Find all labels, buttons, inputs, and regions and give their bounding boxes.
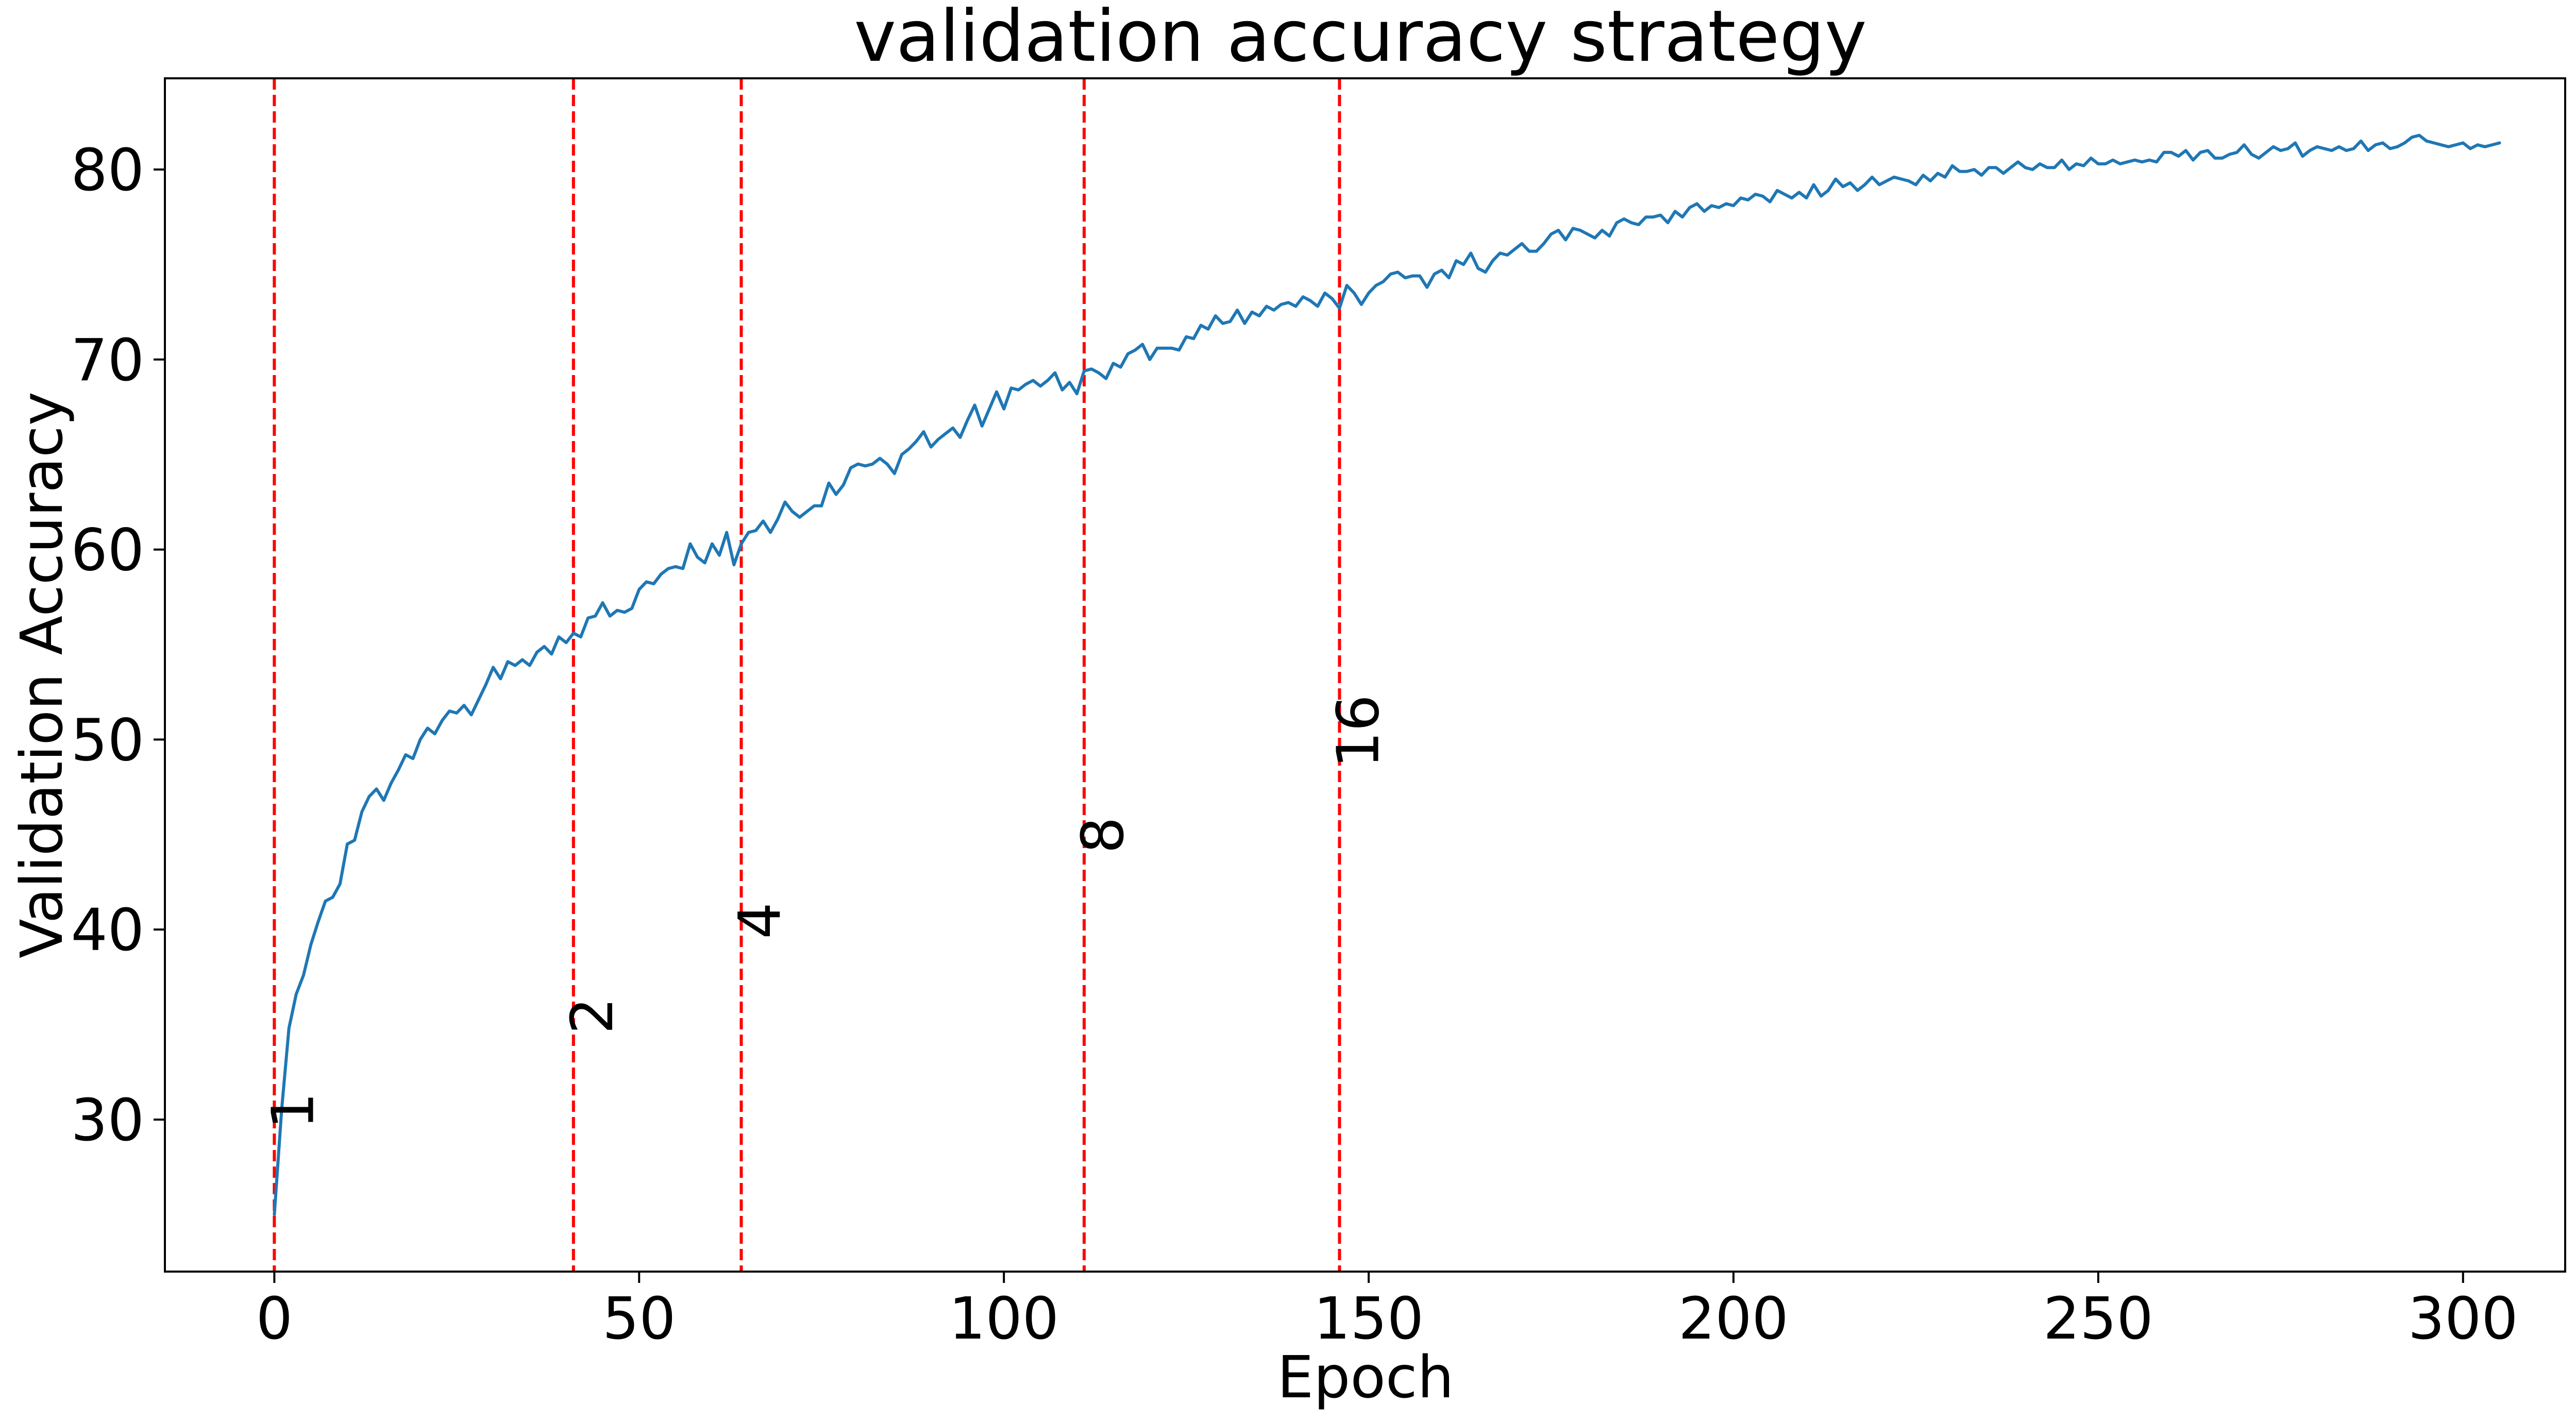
x-tick-label: 300 <box>2408 1285 2518 1352</box>
marker-label-16: 16 <box>1325 695 1392 768</box>
x-tick-label: 50 <box>602 1285 676 1352</box>
y-tick-label: 40 <box>71 897 144 964</box>
y-tick-label: 60 <box>71 517 144 584</box>
x-tick-label: 150 <box>1314 1285 1424 1352</box>
marker-label-2: 2 <box>559 997 626 1034</box>
y-tick-label: 70 <box>71 327 144 394</box>
y-tick-label: 50 <box>71 707 144 774</box>
marker-label-4: 4 <box>727 902 794 939</box>
x-axis-label: Epoch <box>1277 1344 1454 1411</box>
series-line <box>273 133 2501 1216</box>
y-tick-label: 80 <box>71 137 144 204</box>
x-tick-label: 250 <box>2043 1285 2153 1352</box>
y-tick-label: 30 <box>71 1087 144 1154</box>
y-axis-label: Validation Accuracy <box>9 392 76 958</box>
x-tick-label: 200 <box>1678 1285 1789 1352</box>
x-tick-label: 0 <box>256 1285 293 1352</box>
marker-label-8: 8 <box>1070 817 1137 853</box>
marker-label-1: 1 <box>260 1092 327 1129</box>
axes-group: 0 50 100 150 200 250 300 30 40 50 60 70 80 <box>71 77 2566 1352</box>
marker-labels-group: 1 2 4 8 16 <box>260 695 1392 1129</box>
marker-lines-group <box>273 78 1341 1272</box>
x-tick-label: 100 <box>949 1285 1059 1352</box>
chart-title: validation accuracy strategy <box>854 0 1866 78</box>
plot-frame <box>164 77 2566 1273</box>
series-line-group <box>273 133 2501 1216</box>
